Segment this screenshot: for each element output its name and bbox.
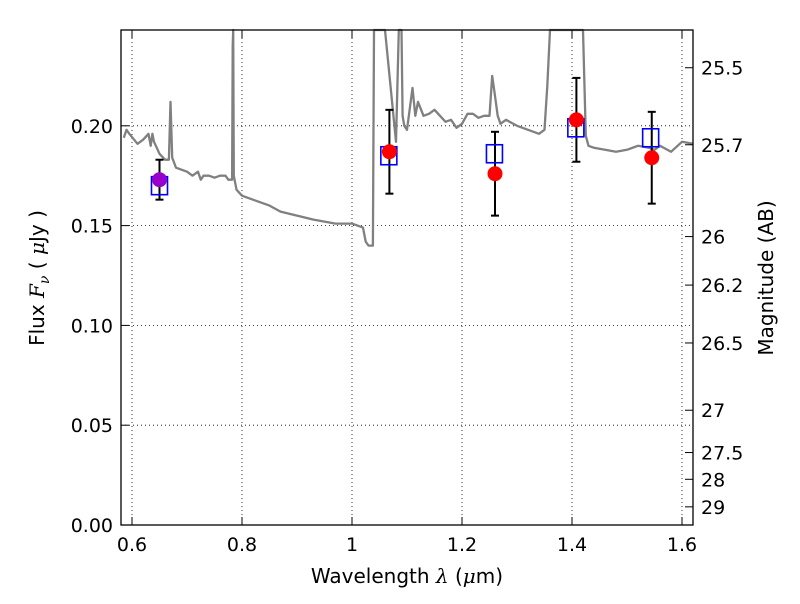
x-axis-symbol: λ xyxy=(435,564,449,588)
y-axis-unit-rest: Jy ) xyxy=(25,210,49,244)
magnitude-tick-label: 27.5 xyxy=(701,443,743,465)
y-tick-label: 0.15 xyxy=(71,216,113,238)
x-tick-label: 1.2 xyxy=(447,534,477,556)
x-tick-labels: 0.6 0.8 1 1.2 1.4 1.6 xyxy=(117,534,697,556)
y-axis-symbol: F xyxy=(25,283,49,299)
y-axis-unit-mu: μ xyxy=(25,242,49,255)
x-tick-label: 0.8 xyxy=(227,534,257,556)
template-photometry-point xyxy=(485,143,504,164)
y-axis-title: Flux Fν ( μJy ) xyxy=(25,210,53,346)
grid-lines xyxy=(121,30,693,525)
x-tick-label: 1 xyxy=(346,534,358,556)
x-tick-label: 1.6 xyxy=(667,534,697,556)
observed-photometry-point xyxy=(487,166,503,182)
axis-ticks xyxy=(121,30,693,526)
template-photometry-series xyxy=(150,118,660,196)
y-axis-unit-open: ( xyxy=(25,261,49,269)
x-axis-unit-open: ( xyxy=(455,564,463,588)
observed-photometry-point xyxy=(644,150,660,166)
observed-photometry-series xyxy=(152,112,660,188)
magnitude-tick-label: 26.5 xyxy=(701,333,743,355)
y-tick-label: 0.20 xyxy=(71,116,113,138)
magnitude-tick-label: 25.5 xyxy=(701,58,743,80)
x-axis-title: Wavelength λ (μm) xyxy=(311,564,503,588)
observed-photometry-point xyxy=(568,112,584,128)
observed-photometry-point xyxy=(152,172,167,188)
y-tick-label: 0.00 xyxy=(71,515,113,537)
magnitude-tick-label: 26 xyxy=(701,227,725,249)
spectrum-line xyxy=(122,28,694,247)
magnitude-tick-label: 25.7 xyxy=(701,135,743,157)
magnitude-tick-label: 27 xyxy=(701,400,725,422)
magnitude-tick-label: 29 xyxy=(701,497,725,519)
y-tick-label: 0.05 xyxy=(71,415,113,437)
y2-axis-title: Magnitude (AB) xyxy=(754,200,778,355)
template-photometry-point xyxy=(641,127,660,148)
x-axis-unit-rest: m) xyxy=(476,564,503,588)
y-tick-label: 0.10 xyxy=(71,315,113,337)
error-bars xyxy=(155,76,656,217)
y-tick-labels: 0.00 0.05 0.10 0.15 0.20 xyxy=(71,116,113,537)
observed-photometry-point xyxy=(381,144,397,160)
x-axis-unit-mu: μ xyxy=(463,564,476,588)
y-axis-title-text: Flux xyxy=(25,304,49,346)
plot-frame xyxy=(120,29,694,526)
x-tick-label: 0.6 xyxy=(117,534,147,556)
magnitude-tick-labels: 25.5 25.7 26 26.2 26.5 27 27.5 28 29 xyxy=(701,58,743,519)
x-axis-title-text: Wavelength xyxy=(311,564,430,588)
magnitude-tick-label: 28 xyxy=(701,469,725,491)
x-tick-label: 1.4 xyxy=(557,534,587,556)
spectrum-series xyxy=(122,28,694,247)
y-axis-subscript: ν xyxy=(37,275,53,284)
magnitude-tick-label: 26.2 xyxy=(701,275,743,297)
